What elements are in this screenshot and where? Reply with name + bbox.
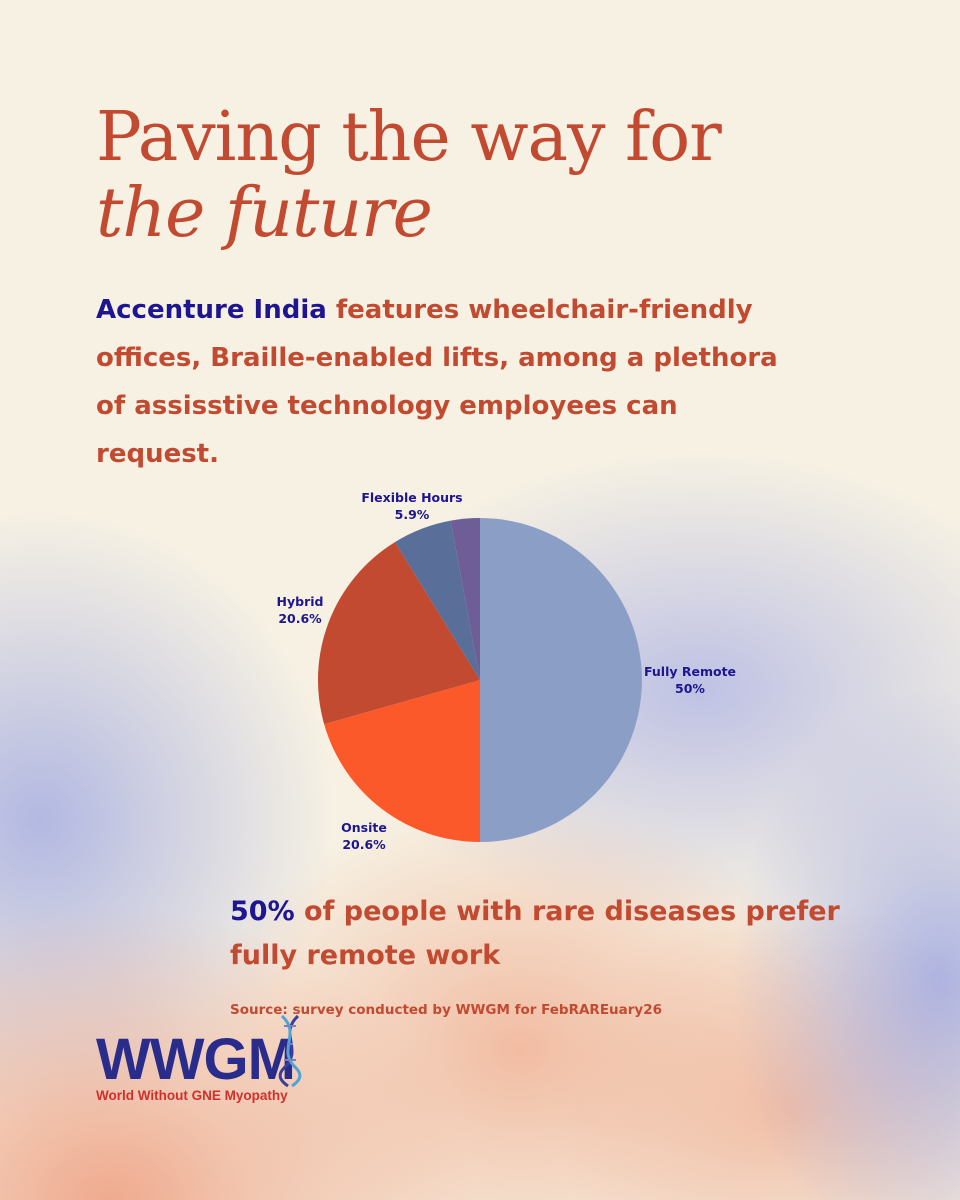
slice-value-fully-remote: 50% [675,681,705,696]
dna-helix-icon [278,1014,302,1088]
stat-callout: 50% of people with rare diseases prefer … [230,890,870,978]
title-line-2: the future [96,174,433,253]
wwgm-logo: WWGM World Without GNE Myopathy [96,1014,336,1110]
page-title: Paving the way for the future [96,98,722,253]
logo-wordmark: WWGM [96,1027,296,1092]
intro-paragraph: Accenture India features wheelchair-frie… [96,286,796,478]
pie-slice-other [450,518,480,680]
pie-slice-fully-remote [480,518,642,842]
source-note: Source: survey conducted by WWGM for Feb… [230,1002,663,1018]
intro-company-name: Accenture India [96,295,327,325]
slice-label-hybrid: Hybrid [277,594,324,609]
slice-value-hybrid: 20.6% [278,611,322,626]
stat-highlight: 50% [230,896,295,927]
slice-label-fully-remote: Fully Remote [644,664,736,679]
slice-label-flexible-hours: Flexible Hours [361,490,462,505]
logo-subtitle: World Without GNE Myopathy [96,1088,288,1103]
slice-value-flexible-hours: 5.9% [395,507,430,522]
intro-text: features wheelchair-friendly offices, Br… [96,295,778,469]
pie-slice-onsite [324,680,480,842]
stat-text: of people with rare diseases prefer full… [230,896,840,971]
slice-value-onsite: 20.6% [342,837,386,852]
title-line-1: Paving the way for [96,98,722,177]
pie-slice-hybrid [317,542,480,725]
pie-slice-flexible-hours [394,520,480,680]
slice-label-onsite: Onsite [341,820,387,835]
